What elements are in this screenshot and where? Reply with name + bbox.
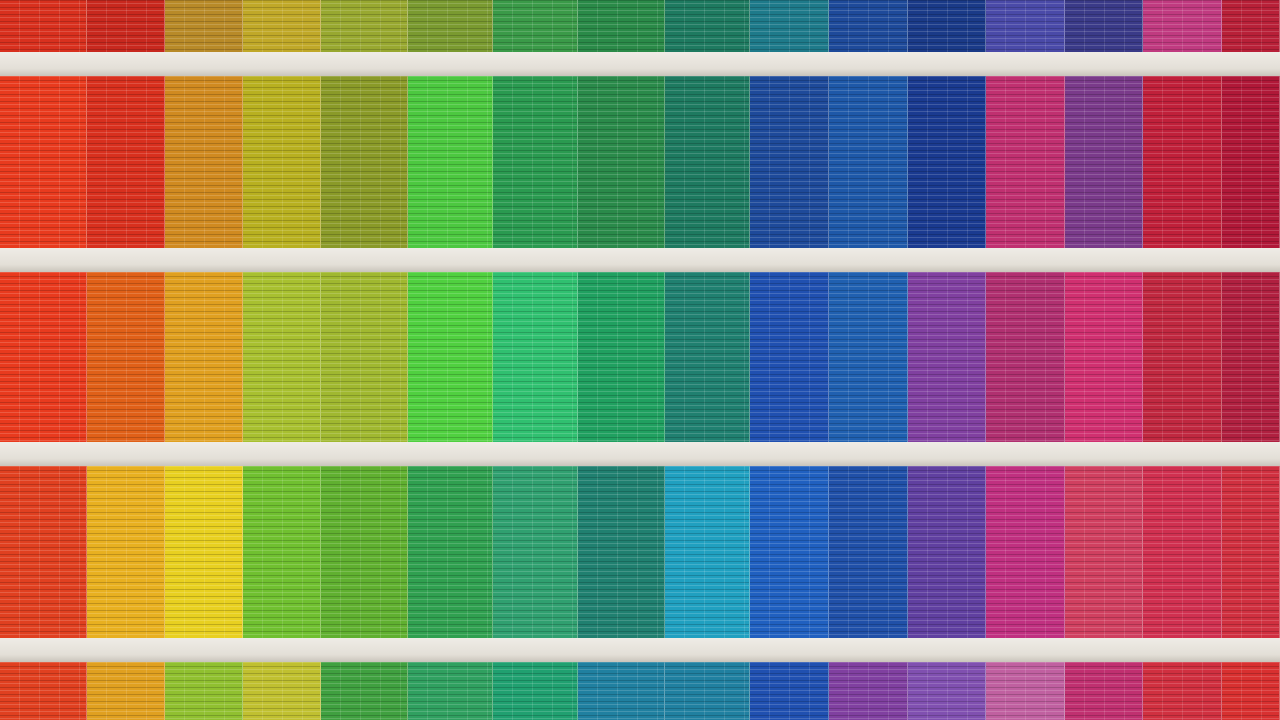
glass-panel xyxy=(665,76,750,248)
glass-panel xyxy=(578,76,665,248)
glass-panel xyxy=(493,662,578,720)
glass-panel xyxy=(243,466,321,638)
glass-panel xyxy=(986,466,1065,638)
glass-panel xyxy=(493,466,578,638)
glass-panel xyxy=(321,466,408,638)
glass-panel xyxy=(87,76,165,248)
glass-panel xyxy=(408,76,493,248)
glass-panel xyxy=(829,76,908,248)
glass-panel xyxy=(1222,0,1280,52)
glass-panel xyxy=(0,662,87,720)
glass-panel xyxy=(243,272,321,442)
glass-panel xyxy=(578,0,665,52)
glass-panel xyxy=(578,466,665,638)
glass-panel xyxy=(750,0,829,52)
glass-panel xyxy=(493,272,578,442)
glass-panel xyxy=(750,662,829,720)
glass-panel xyxy=(986,662,1065,720)
glass-panel xyxy=(1143,0,1222,52)
glass-panel xyxy=(986,76,1065,248)
glass-panel xyxy=(0,0,87,52)
glass-panel xyxy=(750,466,829,638)
glass-panel xyxy=(165,0,243,52)
glass-panel xyxy=(408,662,493,720)
glass-panel xyxy=(908,662,986,720)
glass-panel xyxy=(829,272,908,442)
glass-panel xyxy=(1143,662,1222,720)
glass-panel xyxy=(750,76,829,248)
glass-panel xyxy=(165,662,243,720)
glass-panel xyxy=(986,0,1065,52)
glass-panel xyxy=(1143,272,1222,442)
glass-panel xyxy=(165,466,243,638)
glass-panel xyxy=(986,272,1065,442)
glass-panel xyxy=(0,466,87,638)
floor-band xyxy=(0,248,1280,272)
floor-band xyxy=(0,442,1280,466)
glass-panel xyxy=(0,76,87,248)
glass-panel xyxy=(1143,466,1222,638)
glass-panel xyxy=(665,0,750,52)
glass-panel xyxy=(1065,76,1143,248)
glass-panel xyxy=(908,466,986,638)
glass-panel xyxy=(829,0,908,52)
glass-panel xyxy=(165,272,243,442)
glass-panel xyxy=(87,272,165,442)
glass-panel xyxy=(578,662,665,720)
glass-panel xyxy=(665,272,750,442)
glass-panel xyxy=(578,272,665,442)
glass-panel xyxy=(87,466,165,638)
glass-panel xyxy=(408,466,493,638)
glass-panel xyxy=(1143,76,1222,248)
glass-panel xyxy=(829,662,908,720)
glass-panel xyxy=(1065,662,1143,720)
glass-panel xyxy=(1222,466,1280,638)
glass-panel xyxy=(908,272,986,442)
glass-panel xyxy=(321,272,408,442)
glass-panel xyxy=(321,0,408,52)
glass-panel xyxy=(321,662,408,720)
glass-panel xyxy=(829,466,908,638)
glass-panel xyxy=(665,662,750,720)
glass-panel xyxy=(1222,662,1280,720)
glass-panel xyxy=(243,0,321,52)
glass-panel xyxy=(750,272,829,442)
glass-panel xyxy=(493,0,578,52)
floor-band xyxy=(0,638,1280,662)
glass-panel xyxy=(243,76,321,248)
glass-panel xyxy=(165,76,243,248)
glass-panel xyxy=(1065,0,1143,52)
floor-band xyxy=(0,52,1280,76)
glass-panel xyxy=(321,76,408,248)
glass-panel xyxy=(1065,466,1143,638)
glass-panel xyxy=(665,466,750,638)
glass-panel xyxy=(908,0,986,52)
glass-panel xyxy=(1065,272,1143,442)
glass-panel xyxy=(408,0,493,52)
glass-panel xyxy=(243,662,321,720)
glass-panel xyxy=(1222,272,1280,442)
glass-panel xyxy=(908,76,986,248)
glass-panel xyxy=(408,272,493,442)
glass-panel xyxy=(87,0,165,52)
glass-panel xyxy=(1222,76,1280,248)
glass-panel xyxy=(0,272,87,442)
glass-panel xyxy=(87,662,165,720)
glass-panel xyxy=(493,76,578,248)
